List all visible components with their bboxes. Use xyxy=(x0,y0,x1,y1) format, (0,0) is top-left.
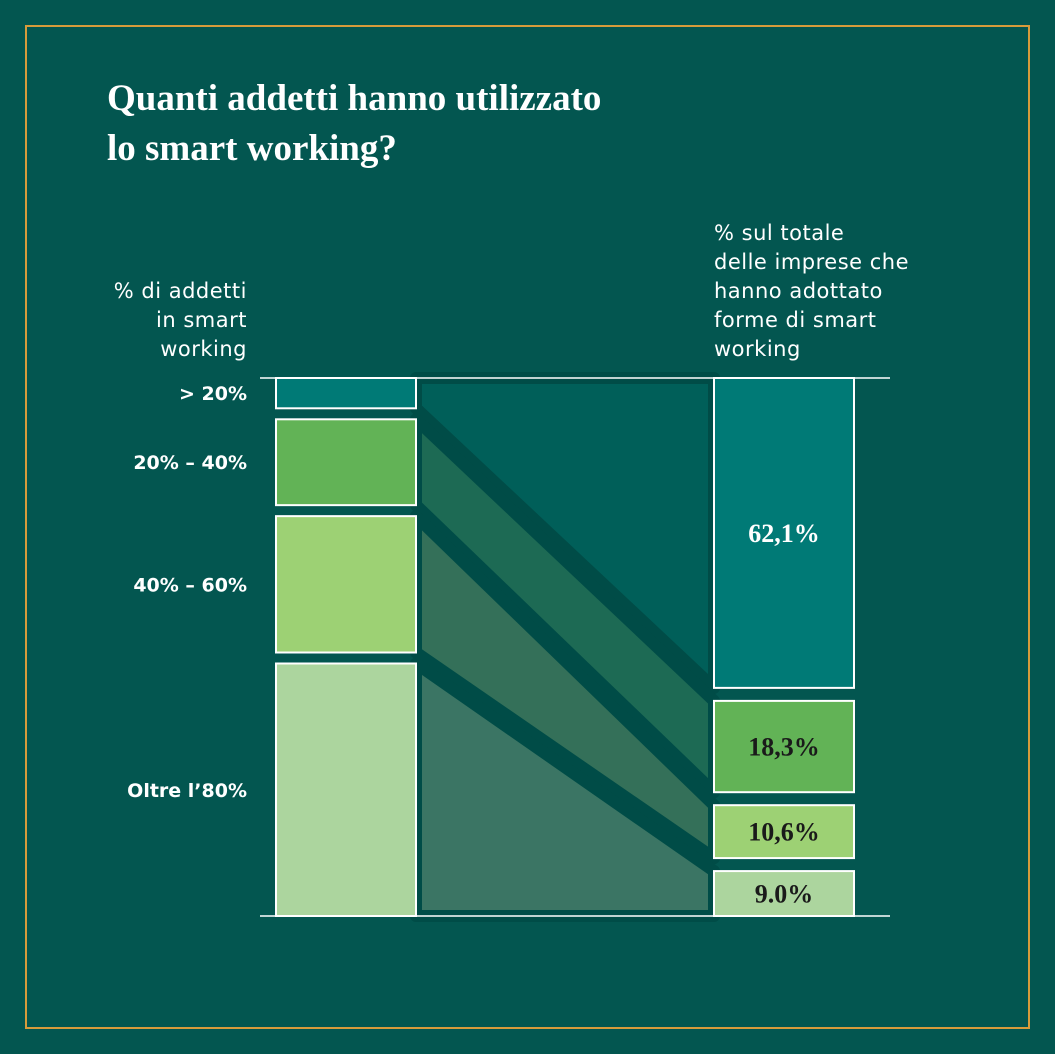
value-label: 9.0% xyxy=(755,880,814,909)
left-category-label: 20% – 40% xyxy=(133,452,247,474)
right-axis-label: hanno adottato xyxy=(714,279,883,303)
right-bar xyxy=(713,699,855,794)
right-bar xyxy=(713,870,855,918)
left-axis-label: in smart xyxy=(156,308,247,332)
left-axis-label: % di addetti xyxy=(114,279,247,303)
left-bar xyxy=(275,515,417,654)
left-bar xyxy=(275,418,417,507)
value-label: 10,6% xyxy=(748,818,820,847)
left-category-label: Oltre l’80% xyxy=(127,780,247,802)
right-axis-label: working xyxy=(714,337,801,361)
left-axis-label: working xyxy=(160,337,247,361)
right-axis-label: % sul totale xyxy=(714,221,844,245)
frame xyxy=(25,25,1030,1029)
value-label: 18,3% xyxy=(748,733,820,762)
right-axis-label: forme di smart xyxy=(714,308,877,332)
value-label: 62,1% xyxy=(748,519,820,548)
left-category-label: > 20% xyxy=(179,383,247,405)
left-bar xyxy=(275,662,417,917)
left-bar xyxy=(275,377,417,410)
right-bar xyxy=(713,804,855,860)
left-category-label: 40% – 60% xyxy=(133,574,247,596)
bars xyxy=(275,377,855,918)
right-axis-label: delle imprese che xyxy=(714,250,909,274)
chart-title: lo smart working? xyxy=(107,128,397,169)
ribbons xyxy=(410,372,720,922)
chart-title: Quanti addetti hanno utilizzato xyxy=(107,78,601,119)
right-bar xyxy=(713,377,855,689)
